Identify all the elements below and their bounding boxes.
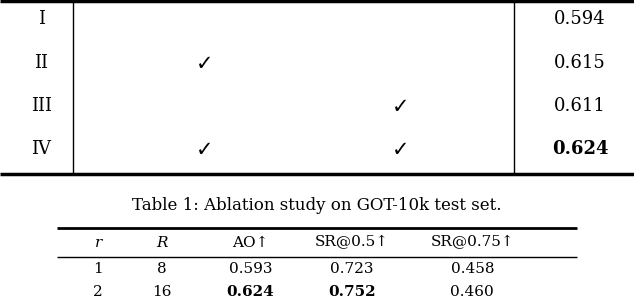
Text: $\checkmark$: $\checkmark$: [391, 139, 408, 158]
Text: 0.752: 0.752: [328, 285, 376, 299]
Text: 0.611: 0.611: [554, 97, 606, 115]
Text: 1: 1: [93, 262, 103, 276]
Text: IV: IV: [31, 140, 51, 158]
Text: 0.593: 0.593: [229, 262, 272, 276]
Text: 0.723: 0.723: [330, 262, 373, 276]
Text: SR@0.5↑: SR@0.5↑: [315, 236, 389, 250]
Text: I: I: [37, 10, 45, 28]
Text: 0.460: 0.460: [450, 285, 495, 299]
Text: 0.594: 0.594: [554, 10, 606, 28]
Text: R: R: [156, 236, 167, 250]
Text: Table 1: Ablation study on GOT-10k test set.: Table 1: Ablation study on GOT-10k test …: [133, 197, 501, 214]
Text: 16: 16: [152, 285, 171, 299]
Text: SR@0.75↑: SR@0.75↑: [430, 236, 514, 250]
Text: II: II: [34, 53, 48, 71]
Text: 0.458: 0.458: [451, 262, 494, 276]
Text: 0.624: 0.624: [552, 140, 609, 158]
Text: 0.624: 0.624: [226, 285, 275, 299]
Text: $\checkmark$: $\checkmark$: [391, 96, 408, 115]
Text: $\checkmark$: $\checkmark$: [195, 53, 211, 72]
Text: AO↑: AO↑: [232, 236, 269, 250]
Text: 8: 8: [157, 262, 167, 276]
Text: 2: 2: [93, 285, 103, 299]
Text: r: r: [94, 236, 102, 250]
Text: 0.615: 0.615: [554, 53, 606, 71]
Text: III: III: [30, 97, 52, 115]
Text: $\checkmark$: $\checkmark$: [195, 139, 211, 158]
